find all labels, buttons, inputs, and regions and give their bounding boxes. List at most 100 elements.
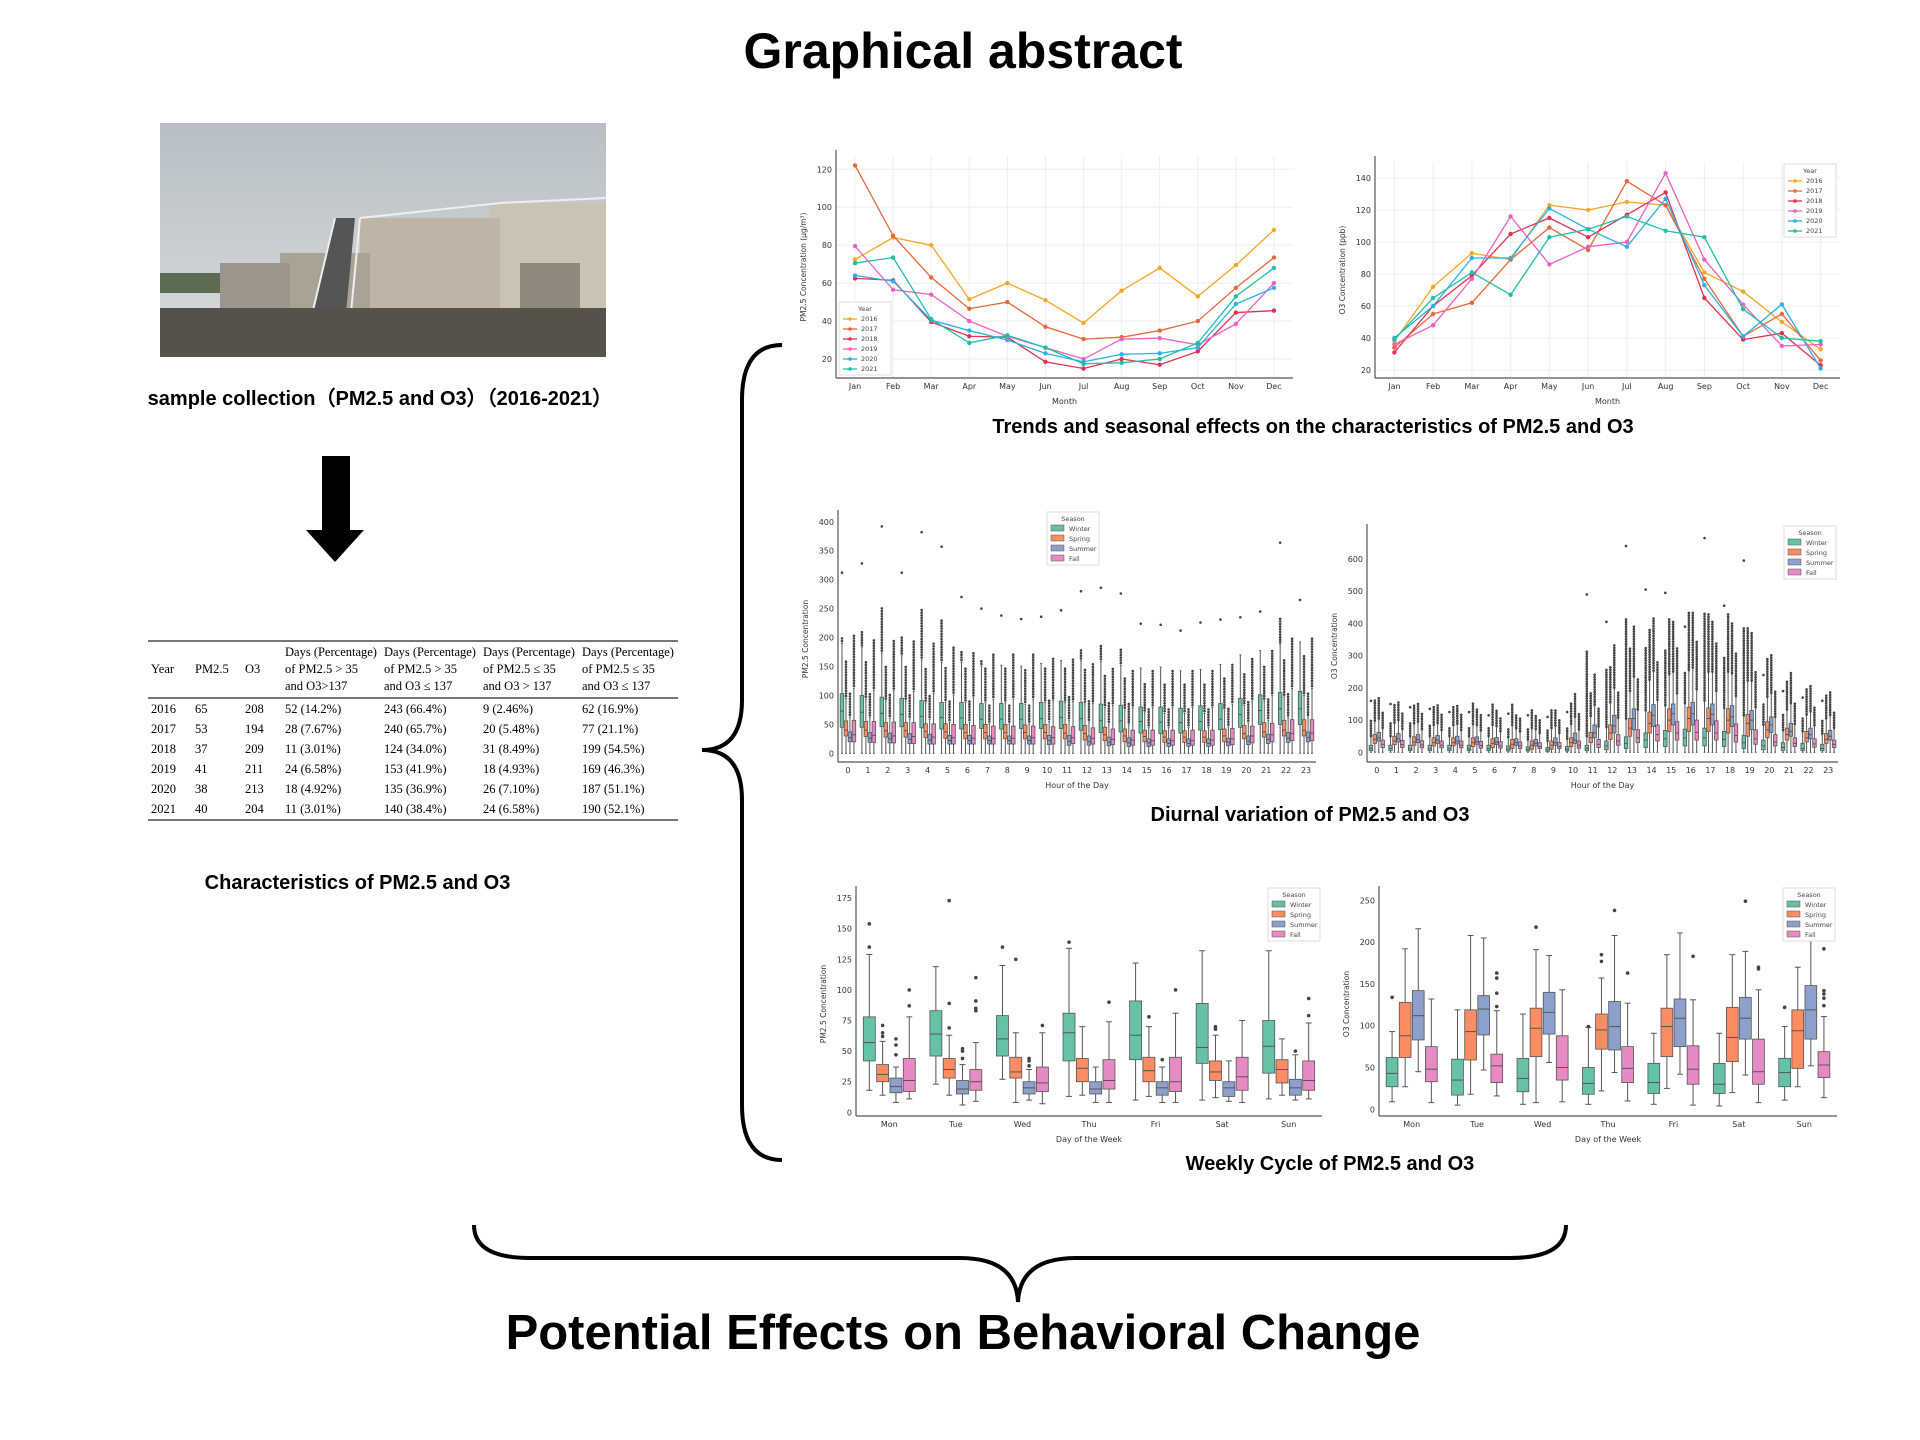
box-fall-19 — [1230, 663, 1235, 754]
data-point-2017 — [1779, 311, 1785, 317]
outlier-point — [1223, 679, 1226, 683]
data-point-2021 — [1005, 333, 1010, 338]
outlier-point — [1667, 647, 1671, 651]
outlier-point — [1589, 704, 1593, 708]
outlier-point — [1734, 689, 1738, 692]
x-tick-label: Sat — [1216, 1120, 1229, 1129]
outlier-point — [1805, 698, 1808, 701]
data-point-2020 — [1157, 351, 1162, 356]
box-fall-Tue — [969, 975, 983, 1102]
outlier-point — [1270, 683, 1274, 687]
y-tick-label: 0 — [829, 749, 834, 758]
outlier-point — [888, 704, 892, 707]
outlier-point — [868, 693, 872, 696]
outlier-point — [1282, 690, 1286, 694]
box — [1142, 1056, 1156, 1083]
x-tick-label: 8 — [1005, 766, 1010, 775]
outlier-point — [1742, 706, 1746, 709]
outlier-point — [1625, 971, 1630, 975]
box — [891, 721, 896, 744]
outlier-point — [1585, 650, 1589, 654]
outlier-point — [1436, 706, 1439, 710]
outlier-point — [1510, 708, 1514, 712]
outlier-point — [1695, 667, 1698, 671]
outlier-point — [1436, 718, 1439, 722]
outlier-point — [984, 696, 987, 700]
outlier-point — [1063, 685, 1067, 689]
box — [1425, 1046, 1438, 1083]
outlier-point — [920, 650, 923, 654]
outlier-point — [1687, 631, 1691, 634]
left-curly-brace — [701, 343, 783, 1162]
box — [1761, 739, 1766, 751]
outlier-point — [972, 680, 975, 684]
box-fall-13 — [1110, 667, 1116, 754]
outlier-point — [1632, 625, 1636, 629]
outlier-point — [1766, 662, 1769, 666]
outlier-point — [1734, 684, 1738, 688]
outlier-point — [1624, 702, 1628, 705]
outlier-point — [1624, 709, 1628, 713]
outlier-point — [1746, 651, 1750, 655]
outlier-point — [964, 667, 967, 671]
outlier-point — [1742, 711, 1746, 714]
box-fall-7 — [1517, 717, 1523, 753]
outlier-point — [964, 683, 967, 686]
outlier-point — [1593, 698, 1596, 701]
outlier-point — [904, 678, 908, 682]
legend-label: Summer — [1069, 545, 1097, 553]
outlier-point — [1734, 691, 1738, 695]
outlier-point — [1636, 678, 1640, 681]
box-fall-Tue — [1490, 971, 1504, 1097]
outlier-point — [1734, 694, 1738, 697]
outlier-point — [1412, 719, 1416, 722]
outlier-point — [1675, 652, 1679, 655]
outlier-point — [888, 712, 892, 715]
outlier-point — [1231, 663, 1234, 667]
outlier-point — [1711, 660, 1714, 663]
outlier-point — [1071, 679, 1075, 683]
outlier-point — [1471, 707, 1475, 710]
outlier-point — [1687, 621, 1691, 625]
box — [1202, 730, 1207, 743]
outlier-point — [1707, 650, 1710, 653]
outlier-point — [1507, 730, 1510, 734]
outlier-point — [1373, 701, 1377, 705]
x-tick-label: Jan — [848, 382, 861, 391]
box — [1209, 1060, 1222, 1081]
outlier-point — [1047, 699, 1051, 703]
data-point-2019 — [1779, 343, 1785, 349]
outlier-point — [988, 714, 991, 718]
box-summer-13 — [1106, 702, 1112, 754]
legend-swatch — [1050, 524, 1065, 532]
outlier-point — [1605, 668, 1608, 672]
outlier-point — [1183, 707, 1186, 710]
outlier-point — [1103, 674, 1107, 678]
x-axis-label: Hour of the Day — [1571, 781, 1635, 790]
outlier-point — [1750, 676, 1753, 679]
outlier-point — [948, 716, 951, 719]
outlier-point — [1746, 641, 1750, 645]
outlier-point — [1573, 702, 1577, 706]
outlier-point — [1585, 680, 1589, 683]
legend-title: Year — [1802, 167, 1817, 175]
outlier-point — [1624, 627, 1628, 631]
outlier-point — [1051, 691, 1055, 695]
outlier-point — [1824, 694, 1828, 697]
outlier-point — [1290, 655, 1294, 659]
outlier-point — [1538, 731, 1541, 734]
outlier-point — [1063, 680, 1067, 684]
outlier-point — [1773, 712, 1777, 716]
box-summer-9 — [1027, 704, 1032, 754]
outlier-point — [932, 652, 935, 656]
outlier-point — [1211, 698, 1214, 702]
outlier-point — [1664, 683, 1667, 687]
outlier-point — [1675, 676, 1679, 680]
outlier-point — [992, 687, 995, 691]
box — [1089, 1081, 1103, 1095]
outlier-point — [1726, 630, 1730, 634]
data-point-2020 — [1119, 352, 1124, 357]
outlier-point — [1648, 648, 1651, 652]
outlier-point — [1612, 646, 1616, 650]
outlier-point — [1270, 652, 1274, 655]
